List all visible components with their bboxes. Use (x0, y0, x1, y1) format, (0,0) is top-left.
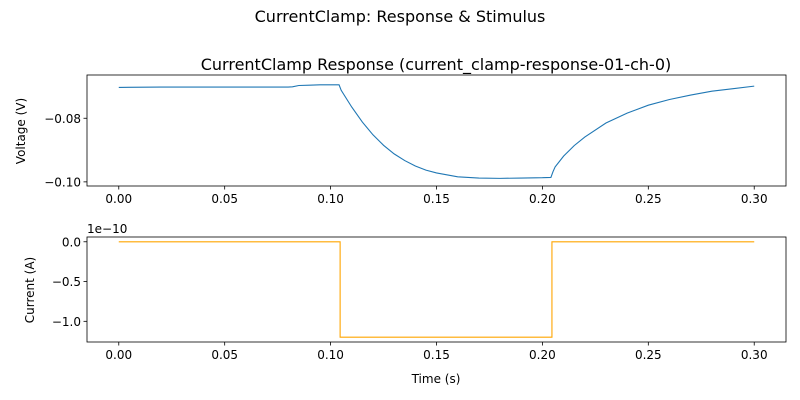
response-x-tick-label: 0.05 (211, 192, 238, 206)
stimulus-x-axis-label: Time (s) (411, 372, 461, 386)
response-x-tick-label: 0.20 (529, 192, 556, 206)
stimulus-x-tick-label: 0.10 (317, 348, 344, 362)
response-x-tick-label: 0.15 (423, 192, 450, 206)
stimulus-y-tick-label: 0.0 (62, 235, 81, 249)
stimulus-axes-frame (86, 236, 787, 343)
response-voltage-line (118, 84, 755, 179)
stimulus-y-tick-label: −1.0 (52, 315, 81, 329)
stimulus-ticks: 0.00 0.05 0.10 0.15 0.20 0.25 0.30 0.0 −0.5 −1.0 (52, 235, 768, 362)
response-x-tick-label: 0.00 (105, 192, 132, 206)
stimulus-x-tick-label: 0.30 (741, 348, 768, 362)
response-y-tick-label: −0.10 (44, 175, 81, 189)
stimulus-x-tick-label: 0.00 (105, 348, 132, 362)
response-axes: CurrentClamp Response (current_clamp-res… (14, 55, 787, 206)
stimulus-x-tick-label: 0.05 (211, 348, 238, 362)
stimulus-x-tick-label: 0.15 (423, 348, 450, 362)
response-ticks: 0.00 0.05 0.10 0.15 0.20 0.25 0.30 −0.08 −0.10 (44, 112, 767, 206)
response-y-tick-label: −0.08 (44, 112, 81, 126)
stimulus-y-axis-label: Current (A) (23, 257, 37, 323)
response-axes-frame (86, 74, 787, 187)
stimulus-y-tick-label: −0.5 (52, 275, 81, 289)
response-y-axis-label: Voltage (V) (14, 98, 28, 164)
stimulus-scale-label: 1e−10 (87, 222, 127, 236)
response-x-tick-label: 0.10 (317, 192, 344, 206)
stimulus-x-tick-label: 0.25 (635, 348, 662, 362)
response-x-tick-label: 0.25 (635, 192, 662, 206)
stimulus-axes: 1e−10 Current (A) Time (s) 0.00 0.05 0.10 0… (23, 222, 787, 386)
response-x-tick-label: 0.30 (741, 192, 768, 206)
response-title: CurrentClamp Response (current_clamp-res… (201, 55, 672, 75)
stimulus-x-tick-label: 0.20 (529, 348, 556, 362)
stimulus-current-line (118, 241, 755, 338)
figure-title: CurrentClamp: Response & Stimulus (255, 7, 546, 26)
